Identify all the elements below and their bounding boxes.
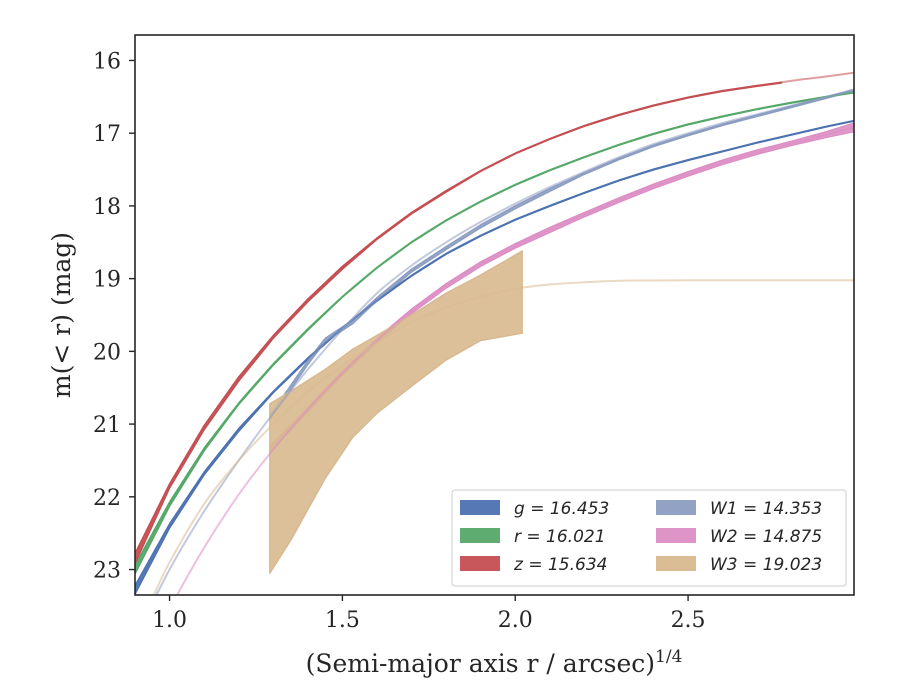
y-tick-label: 16 bbox=[93, 49, 121, 74]
legend-label-w3-19-023: W3 = 19.023 bbox=[710, 555, 822, 575]
legend-label-w2-14-875: W2 = 14.875 bbox=[710, 527, 822, 547]
legend-swatch-z-15-634 bbox=[460, 556, 500, 571]
x-axis-label-exponent: 1/4 bbox=[655, 647, 682, 667]
y-tick-label: 22 bbox=[93, 486, 121, 511]
band-w2-14-875 bbox=[269, 122, 854, 454]
y-tick-label: 19 bbox=[93, 268, 121, 293]
x-axis-ticks: 1.0 1.5 2.0 2.5 bbox=[152, 595, 706, 633]
plot-frame bbox=[134, 34, 855, 596]
legend-label-g-16-453: g = 16.453 bbox=[514, 499, 609, 519]
y-tick-label: 23 bbox=[93, 559, 121, 584]
fit-line-w3-19-023 bbox=[152, 279, 854, 595]
band-w1-14-353 bbox=[269, 88, 854, 421]
fit-line-r-16-021 bbox=[135, 91, 854, 570]
legend-label-w1-14-353: W1 = 14.353 bbox=[710, 499, 822, 519]
x-tick-label: 1.0 bbox=[152, 608, 187, 633]
legend-label-z-15-634: z = 15.634 bbox=[513, 555, 607, 575]
y-tick-label: 17 bbox=[93, 122, 121, 147]
fit-line-w2-14-875 bbox=[176, 126, 854, 595]
y-axis-ticks: 16 17 18 19 20 21 22 23 bbox=[93, 49, 135, 584]
fit-line-z-15-634 bbox=[135, 71, 854, 560]
x-axis-label-text: (Semi-major axis r / arcsec) bbox=[306, 649, 655, 678]
y-tick-label: 18 bbox=[93, 195, 121, 220]
legend-swatch-r-16-021 bbox=[460, 528, 500, 543]
legend-label-r-16-021: r = 16.021 bbox=[514, 527, 606, 547]
legend-swatch-w1-14-353 bbox=[656, 500, 696, 515]
legend-swatch-g-16-453 bbox=[460, 500, 500, 515]
legend: g = 16.453 r = 16.021 z = 15.634 W1 = 14.35… bbox=[451, 489, 847, 587]
fit-curves bbox=[135, 71, 854, 595]
band-w3-19-023 bbox=[269, 250, 523, 574]
x-tick-label: 2.5 bbox=[671, 608, 706, 633]
legend-swatch-w3-19-023 bbox=[656, 556, 696, 571]
x-tick-label: 2.0 bbox=[498, 608, 533, 633]
y-axis-label: m(< r) (mag) bbox=[47, 232, 76, 398]
y-tick-label: 20 bbox=[93, 340, 121, 365]
y-tick-label: 21 bbox=[93, 413, 121, 438]
fit-line-w1-14-353 bbox=[155, 88, 854, 595]
x-tick-label: 1.5 bbox=[325, 608, 360, 633]
fit-line-g-16-453 bbox=[135, 119, 854, 591]
legend-frame bbox=[451, 489, 847, 587]
legend-swatch-w2-14-875 bbox=[656, 528, 696, 543]
x-axis-label: (Semi-major axis r / arcsec)1/4 bbox=[306, 647, 683, 678]
